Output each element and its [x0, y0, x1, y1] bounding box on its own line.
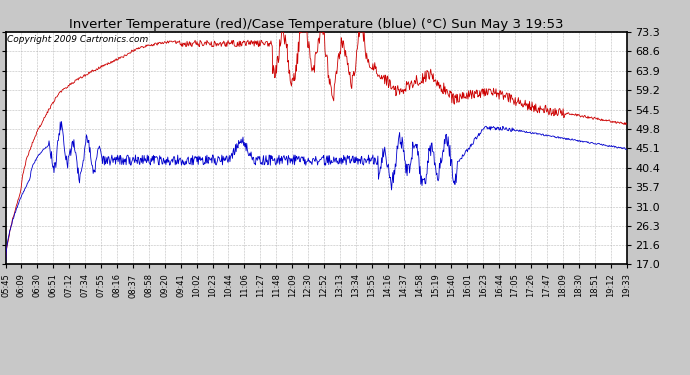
Title: Inverter Temperature (red)/Case Temperature (blue) (°C) Sun May 3 19:53: Inverter Temperature (red)/Case Temperat… — [69, 18, 563, 31]
Text: Copyright 2009 Cartronics.com: Copyright 2009 Cartronics.com — [8, 35, 148, 44]
